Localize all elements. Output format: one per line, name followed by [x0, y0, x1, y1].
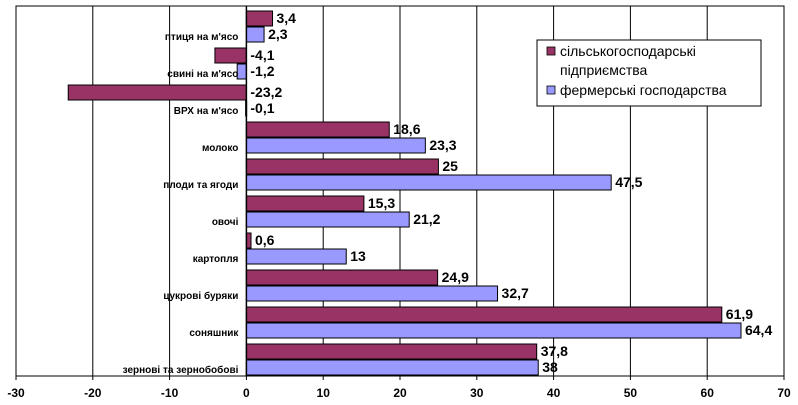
x-tick-label: -20 [84, 386, 102, 400]
data-label-series-1: 24,9 [442, 269, 469, 285]
bars [67, 10, 742, 376]
data-label-series-1: 3,4 [277, 10, 297, 26]
data-label-series-2: 38 [542, 359, 558, 375]
bar-series-2 [245, 174, 612, 191]
x-tick-label: 50 [624, 386, 638, 400]
legend-label-series-1-line-2: підприємства [560, 62, 648, 78]
bar-series-2 [245, 137, 426, 154]
bar-series-1 [245, 10, 274, 27]
category-label: цукрові буряки [163, 290, 238, 302]
bar-series-2 [245, 322, 742, 339]
data-label-series-1: 25 [442, 158, 458, 174]
category-label: овочі [212, 217, 239, 228]
category-label: соняшник [189, 328, 239, 339]
data-label-series-2: 2,3 [268, 26, 288, 42]
category-label: птиця на м'ясо [165, 32, 239, 43]
data-label-series-1: 61,9 [726, 306, 753, 322]
bar-series-1 [245, 269, 439, 286]
data-label-series-2: -1,2 [250, 63, 274, 79]
bar-series-1 [245, 343, 538, 360]
axes: -30 -20 -10 0 10 20 30 40 50 60 70 [7, 6, 791, 400]
x-tick-label: 20 [393, 386, 407, 400]
bar-series-2 [245, 211, 410, 228]
data-label-series-1: 0,6 [255, 232, 275, 248]
x-tick-label: 30 [470, 386, 484, 400]
bar-series-1 [245, 158, 439, 175]
legend: сільськогосподарські підприємства фермер… [536, 39, 762, 107]
category-label: молоко [202, 143, 238, 154]
category-label: плоди та ягоди [163, 180, 238, 191]
x-tick-label: 10 [317, 386, 331, 400]
category-label: свині на м'ясо [167, 69, 238, 80]
data-label-series-2: 13 [350, 248, 366, 264]
bar-series-1 [245, 121, 390, 138]
x-tick-label: 60 [701, 386, 715, 400]
data-label-series-2: 21,2 [413, 211, 440, 227]
x-tick-label: -10 [161, 386, 179, 400]
x-tick-label: 0 [243, 386, 250, 400]
bar-series-1 [214, 47, 247, 64]
bar-series-1 [67, 84, 247, 101]
data-label-series-2: -0,1 [250, 100, 274, 116]
x-tick-label: -30 [7, 386, 25, 400]
x-tick-label: 70 [777, 386, 791, 400]
legend-swatch-series-2 [546, 85, 556, 95]
data-label-series-1: 18,6 [393, 121, 420, 137]
category-label: картопля [193, 254, 239, 265]
data-label-series-1: 15,3 [368, 195, 395, 211]
labels: 3,42,3 птиця на м'ясо -4,1-1,2 свині на м'я… [123, 10, 773, 376]
bar-series-1 [245, 195, 365, 212]
legend-box [536, 39, 762, 107]
data-label-series-1: -4,1 [250, 47, 274, 63]
category-label: ВРХ на м'ясо [174, 106, 239, 117]
bar-series-2 [245, 248, 347, 265]
bar-series-2 [245, 359, 539, 376]
legend-label-series-1-line-1: сільськогосподарські [560, 43, 696, 59]
legend-swatch-series-1 [546, 46, 556, 56]
x-tick-label: 40 [547, 386, 561, 400]
bar-series-2 [245, 285, 499, 302]
data-label-series-1: -23,2 [250, 84, 282, 100]
data-label-series-2: 23,3 [429, 137, 456, 153]
legend-label-series-2: фермерські господарства [560, 82, 727, 98]
bar-series-2 [236, 63, 247, 80]
category-label: зернові та зернобобові [123, 364, 239, 376]
data-label-series-2: 64,4 [745, 322, 772, 338]
data-label-series-2: 47,5 [615, 174, 642, 190]
bar-series-2 [245, 26, 265, 43]
bar-series-1 [245, 306, 723, 323]
data-label-series-1: 37,8 [541, 343, 568, 359]
data-label-series-2: 32,7 [502, 285, 529, 301]
